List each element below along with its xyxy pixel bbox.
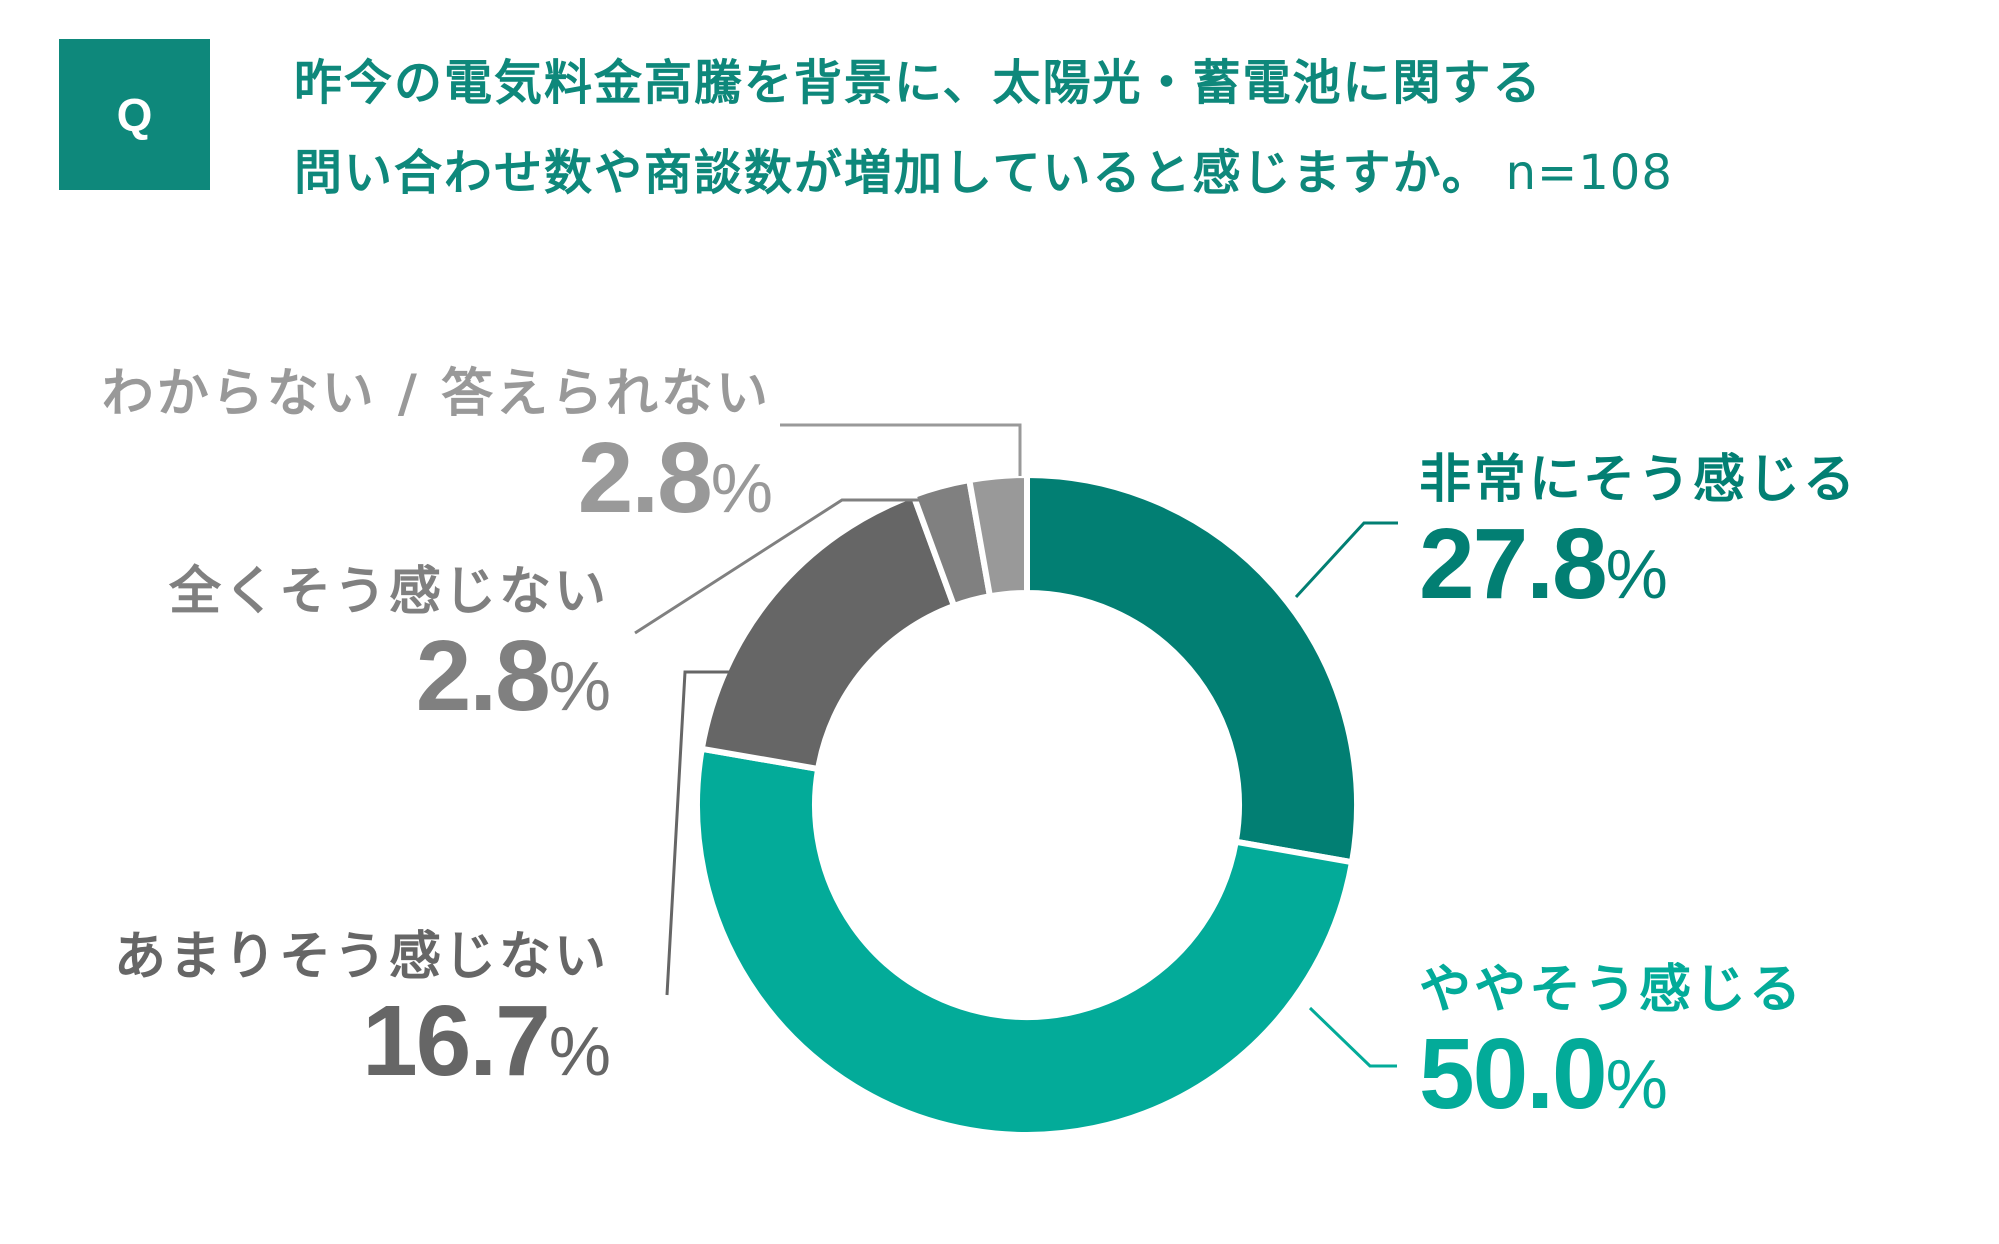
value: 2.8 [415,620,551,732]
value: 27.8 [1419,508,1608,620]
leader-line-very-much [1294,521,1398,599]
value: 2.8 [577,422,713,534]
leader-line-dont-know [780,423,1022,476]
unit: % [1605,535,1668,613]
label-dont-know-name: わからない / 答えられない [101,364,771,424]
label-very-much-name: 非常にそう感じる [1419,450,1858,510]
label-not-much-value: 16.7% [114,989,611,1103]
value: 50.0 [1419,1018,1608,1130]
question-title-line2: 問い合わせ数や商談数が増加していると感じますか。 [294,145,1492,201]
unit: % [710,449,773,527]
label-dont-know: わからない / 答えられない 2.8% [101,362,773,540]
sample-size: n=108 [1505,145,1673,201]
label-somewhat-value: 50.0% [1419,1022,1804,1136]
unit: % [1605,1045,1668,1123]
value: 16.7 [362,985,551,1097]
leader-line-not-much [665,670,730,996]
donut-slice-somewhat [693,745,1356,1139]
donut-slices [693,471,1360,1139]
question-title-line1: 昨今の電気料金高騰を背景に、太陽光・蓄電池に関する [294,55,1543,111]
label-very-much-value: 27.8% [1419,512,1858,626]
donut-slice-very-much [1024,471,1360,866]
unit: % [548,647,611,725]
leader-line-not-at-all [634,498,932,635]
unit: % [548,1012,611,1090]
label-not-much-name: あまりそう感じない [113,927,609,987]
label-not-much: あまりそう感じない 16.7% [113,925,611,1103]
question-badge-label: Q [116,88,153,141]
label-very-much: 非常にそう感じる 27.8% [1419,448,1858,626]
question-badge: Q [59,39,210,190]
label-somewhat: ややそう感じる 50.0% [1419,958,1804,1136]
label-not-at-all-name: 全くそう感じない [168,562,609,622]
label-not-at-all-value: 2.8% [169,624,611,738]
label-dont-know-value: 2.8% [102,426,773,540]
label-somewhat-name: ややそう感じる [1419,960,1805,1020]
question-title: 昨今の電気料金高騰を背景に、太陽光・蓄電池に関する 問い合わせ数や商談数が増加し… [294,38,1673,218]
question-title-line2-wrap: 問い合わせ数や商談数が増加していると感じますか。 n=108 [294,128,1673,218]
donut-slice-dont-know [965,471,1030,600]
leader-line-somewhat [1308,1006,1397,1068]
label-not-at-all: 全くそう感じない 2.8% [168,560,611,738]
